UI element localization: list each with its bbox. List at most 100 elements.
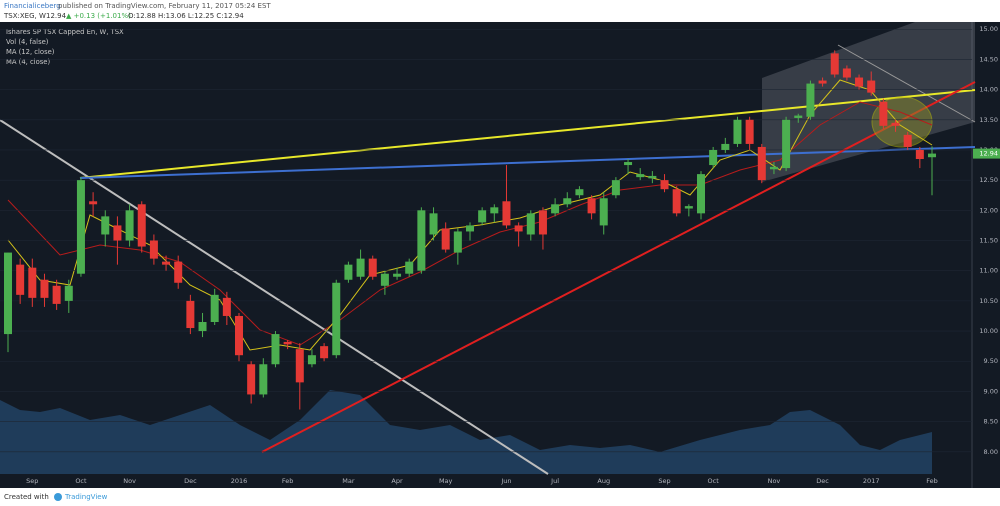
y-tick-label: 11.00 <box>979 267 998 275</box>
x-tick-label: Dec <box>184 477 197 485</box>
candle-body <box>307 355 316 365</box>
candle-body <box>478 210 487 223</box>
y-tick-label: 9.00 <box>984 387 998 395</box>
logo <box>54 493 62 501</box>
candle-body <box>599 198 608 226</box>
candle-body <box>818 80 827 84</box>
x-tick-label: Dec <box>816 477 829 485</box>
header-bar <box>0 0 1000 22</box>
candle-body <box>684 206 693 209</box>
candle-body <box>356 258 365 277</box>
candle-body <box>526 213 535 235</box>
x-tick-label: Aug <box>597 477 610 485</box>
candle-body <box>928 153 936 158</box>
y-tick-label: 14.00 <box>979 86 998 94</box>
indicator: Vol (4, false) <box>6 38 49 46</box>
channel-line <box>837 44 976 123</box>
change: ▲ +0.13 (+1.01%) <box>66 12 131 20</box>
candle-body <box>405 261 414 274</box>
candle-body <box>721 143 730 150</box>
y-tick-label: 15.00 <box>979 25 998 33</box>
x-tick-label: 2017 <box>863 477 880 485</box>
candle-body <box>575 189 584 196</box>
x-tick-label: Jul <box>550 477 559 485</box>
candle-body <box>745 119 754 144</box>
trend-line <box>261 81 976 453</box>
candle-body <box>794 115 803 118</box>
y-tick-label: 11.50 <box>979 237 998 245</box>
candle-body <box>295 349 304 383</box>
candle-body <box>283 341 292 345</box>
symbol: TSX:XEG, W <box>3 12 46 20</box>
candle-body <box>137 204 146 247</box>
y-tick-label: 8.50 <box>984 418 998 426</box>
candle-body <box>514 225 523 232</box>
candle-body <box>466 225 474 232</box>
candle-body <box>320 346 329 359</box>
y-tick-label: 9.50 <box>984 357 998 365</box>
candle-body <box>842 68 851 78</box>
candle-body <box>830 53 839 75</box>
candle-body <box>757 146 766 181</box>
trend-line <box>79 146 976 179</box>
candle-body <box>28 267 37 298</box>
price: 12.94 <box>46 12 67 20</box>
price-tag <box>973 148 1000 159</box>
x-tick-label: 2016 <box>231 477 248 485</box>
x-tick-label: Feb <box>282 477 294 485</box>
candle-body <box>235 315 243 356</box>
candle-body <box>587 198 596 214</box>
trend-line <box>79 89 976 179</box>
candle-body <box>149 240 158 259</box>
candle-body <box>113 225 122 241</box>
candle-body <box>52 285 61 304</box>
candle-body <box>660 180 669 190</box>
candle-body <box>672 189 681 214</box>
x-tick-label: Sep <box>658 477 670 485</box>
y-tick-label: 14.50 <box>979 55 998 63</box>
candle-body <box>636 174 645 178</box>
x-tick-label: Nov <box>123 477 136 485</box>
candle-body <box>247 364 256 395</box>
x-tick-label: Jun <box>500 477 511 485</box>
candle-body <box>538 210 547 235</box>
chart-title: Ishares SP TSX Capped En, W, TSX <box>6 28 124 36</box>
candle-body <box>162 261 171 265</box>
trend-line <box>0 119 549 475</box>
ohlc: O:12.88 H:13.06 L:12.25 C:12.94 <box>128 12 244 20</box>
x-tick-label: Sep <box>26 477 38 485</box>
candle-body <box>891 122 900 126</box>
candle-body <box>89 201 98 205</box>
author[interactable]: Financialiceberg <box>4 2 61 10</box>
candle-body <box>502 201 511 226</box>
candle-body <box>16 264 25 295</box>
x-tick-label: Mar <box>342 477 355 485</box>
y-tick-label: 12.50 <box>979 176 998 184</box>
candle-body <box>76 180 85 274</box>
candle-body <box>271 334 280 365</box>
candle-body <box>769 166 778 170</box>
candle-body <box>368 258 377 277</box>
candle-body <box>101 216 110 235</box>
x-tick-label: Oct <box>75 477 87 485</box>
candle-body <box>709 149 718 166</box>
published: published on TradingView.com, February 1… <box>58 2 271 10</box>
footer-brand[interactable]: TradingView <box>64 493 108 501</box>
candle-body <box>648 175 657 179</box>
candle-body <box>332 282 341 356</box>
candle-body <box>222 297 231 316</box>
x-tick-label: Apr <box>391 477 403 485</box>
candle-body <box>782 119 791 169</box>
candle-body <box>855 77 864 87</box>
candle-body <box>64 285 73 301</box>
y-tick-label: 10.50 <box>979 297 998 305</box>
candle-body <box>259 364 268 395</box>
candle-body <box>4 252 12 335</box>
plot-background <box>0 22 1000 488</box>
footer-bar <box>0 488 1000 506</box>
candle-body <box>551 204 560 214</box>
candle-body <box>186 300 195 329</box>
candle-body <box>806 83 815 117</box>
indicator: MA (4, close) <box>6 58 50 66</box>
